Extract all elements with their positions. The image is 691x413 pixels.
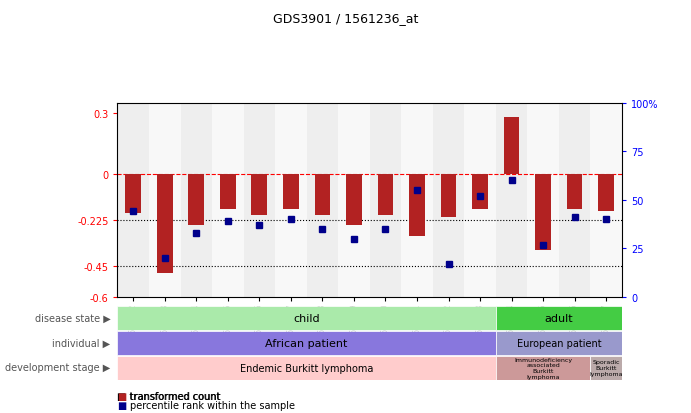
- Text: Immunodeficiency
associated
Burkitt
lymphoma: Immunodeficiency associated Burkitt lymp…: [514, 357, 572, 379]
- Bar: [220, 175, 236, 209]
- Bar: [314, 175, 330, 216]
- Bar: [189, 175, 204, 226]
- Bar: [377, 175, 393, 216]
- Bar: [590, 103, 622, 297]
- Bar: [283, 175, 299, 209]
- Bar: [252, 175, 267, 216]
- Bar: [275, 103, 307, 297]
- Bar: [496, 356, 590, 380]
- Text: child: child: [293, 313, 320, 323]
- Bar: [590, 356, 622, 380]
- Bar: [125, 175, 141, 214]
- Bar: [149, 103, 180, 297]
- Bar: [527, 103, 559, 297]
- Text: African patient: African patient: [265, 338, 348, 348]
- Bar: [212, 103, 243, 297]
- Bar: [117, 331, 496, 355]
- Text: disease state ▶: disease state ▶: [35, 313, 111, 323]
- Bar: [504, 118, 520, 175]
- Text: ■ transformed count: ■ transformed count: [117, 391, 220, 401]
- Bar: [157, 175, 173, 273]
- Bar: [496, 103, 527, 297]
- Text: European patient: European patient: [517, 338, 601, 348]
- Bar: [117, 103, 149, 297]
- Text: Endemic Burkitt lymphoma: Endemic Burkitt lymphoma: [240, 363, 373, 373]
- Bar: [117, 356, 496, 380]
- Bar: [433, 103, 464, 297]
- Bar: [409, 175, 425, 236]
- Bar: [401, 103, 433, 297]
- Bar: [117, 306, 496, 330]
- Bar: [598, 175, 614, 211]
- Text: individual ▶: individual ▶: [53, 338, 111, 348]
- Text: ■: ■: [117, 400, 126, 410]
- Text: adult: adult: [545, 313, 573, 323]
- Bar: [559, 103, 590, 297]
- Bar: [472, 175, 488, 209]
- Text: development stage ▶: development stage ▶: [6, 363, 111, 373]
- Bar: [180, 103, 212, 297]
- Text: transformed count: transformed count: [130, 391, 220, 401]
- Bar: [496, 306, 622, 330]
- Text: GDS3901 / 1561236_at: GDS3901 / 1561236_at: [273, 12, 418, 25]
- Bar: [346, 175, 362, 226]
- Text: ■: ■: [117, 391, 126, 401]
- Bar: [536, 175, 551, 250]
- Bar: [496, 331, 622, 355]
- Bar: [338, 103, 370, 297]
- Text: percentile rank within the sample: percentile rank within the sample: [130, 400, 295, 410]
- Bar: [464, 103, 496, 297]
- Bar: [307, 103, 338, 297]
- Bar: [243, 103, 275, 297]
- Bar: [370, 103, 401, 297]
- Bar: [567, 175, 583, 209]
- Text: Sporadic
Burkitt
lymphoma: Sporadic Burkitt lymphoma: [589, 360, 623, 376]
- Bar: [441, 175, 456, 218]
